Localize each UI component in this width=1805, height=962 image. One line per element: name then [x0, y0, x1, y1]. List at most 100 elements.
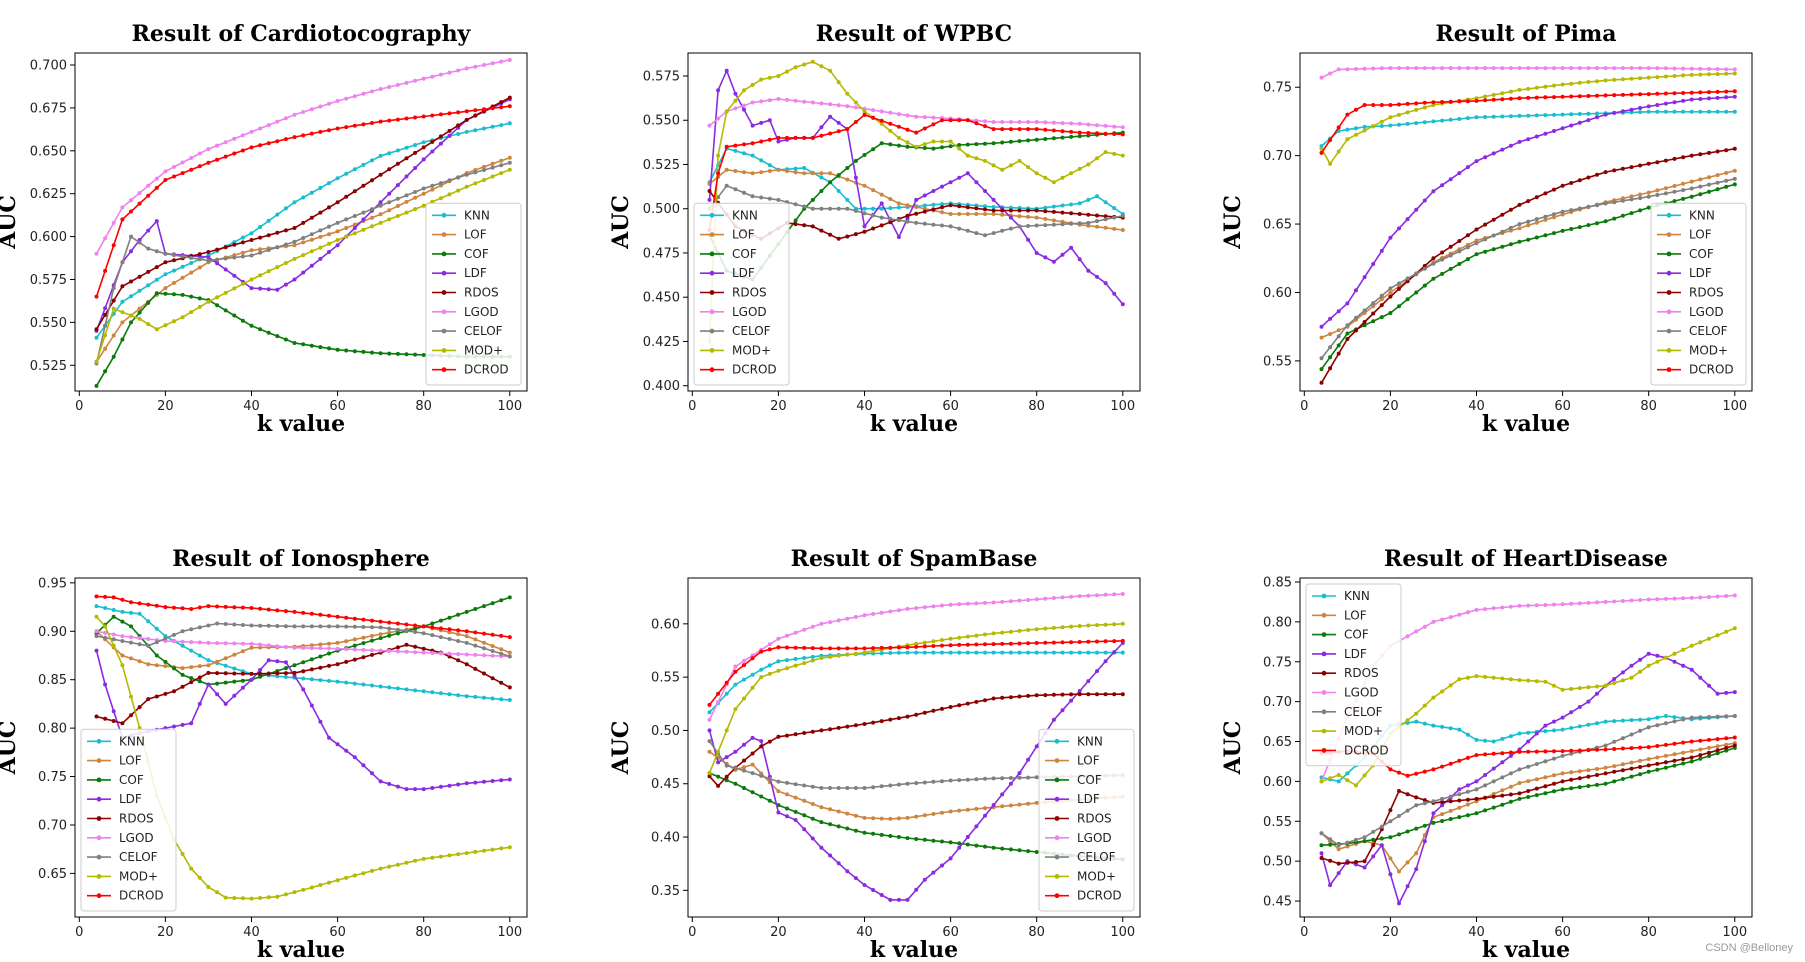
data-point	[1371, 103, 1376, 107]
data-point	[413, 78, 418, 83]
data-point	[948, 636, 953, 641]
data-point	[180, 292, 185, 297]
legend-label: COF	[1344, 628, 1369, 642]
data-point	[1086, 212, 1091, 217]
data-point	[1603, 719, 1608, 724]
data-point	[456, 175, 461, 180]
data-point	[344, 748, 349, 753]
data-point	[1663, 765, 1668, 770]
chart-title: Result of SpamBase	[791, 546, 1038, 572]
data-point	[914, 606, 919, 611]
data-point	[1638, 163, 1643, 168]
data-point	[1638, 745, 1643, 750]
data-point	[275, 287, 280, 292]
data-point	[189, 866, 194, 871]
legend-marker	[1321, 651, 1327, 657]
data-point	[1629, 663, 1634, 668]
data-point	[482, 695, 486, 700]
data-point	[991, 205, 996, 209]
data-point	[819, 728, 824, 733]
series-celof	[94, 621, 512, 659]
data-point	[1491, 114, 1496, 119]
data-point	[1397, 281, 1401, 286]
data-point	[983, 813, 987, 818]
data-point	[1707, 745, 1711, 750]
data-point	[957, 808, 962, 813]
data-point	[776, 74, 781, 78]
data-point	[1707, 182, 1711, 187]
data-point	[1586, 223, 1591, 228]
data-point	[802, 99, 807, 104]
data-point	[456, 693, 461, 698]
data-point	[352, 214, 357, 218]
data-point	[1724, 594, 1729, 598]
data-point	[931, 146, 936, 151]
data-point	[232, 313, 237, 318]
data-point	[1569, 94, 1574, 99]
data-point	[965, 835, 970, 839]
data-point	[1508, 143, 1513, 148]
data-point	[1560, 212, 1565, 217]
data-point	[318, 642, 323, 647]
data-point	[1543, 66, 1548, 71]
data-point	[983, 204, 987, 209]
data-point	[129, 294, 133, 299]
data-point	[1603, 219, 1608, 224]
data-point	[750, 123, 755, 128]
data-point	[767, 642, 772, 647]
data-point	[249, 671, 254, 676]
data-point	[819, 189, 824, 193]
data-point	[335, 662, 340, 667]
data-point	[361, 617, 366, 622]
data-point	[1077, 212, 1082, 216]
data-point	[1689, 72, 1694, 77]
data-point	[1638, 772, 1643, 777]
data-point	[387, 620, 392, 625]
data-point	[974, 142, 979, 147]
data-point	[1491, 675, 1496, 680]
data-point	[1336, 871, 1341, 876]
data-point	[240, 235, 245, 240]
data-point	[785, 780, 789, 785]
data-point	[94, 594, 99, 599]
data-point	[249, 145, 254, 150]
data-point	[1526, 95, 1531, 100]
data-point	[197, 164, 202, 169]
data-point	[1448, 726, 1453, 731]
data-point	[733, 148, 738, 153]
data-point	[111, 719, 116, 723]
data-point	[223, 290, 228, 295]
data-point	[430, 74, 435, 79]
data-point	[940, 643, 944, 648]
data-point	[146, 269, 151, 274]
data-point	[249, 238, 254, 242]
data-point	[1500, 788, 1505, 793]
data-point	[327, 224, 331, 229]
data-point	[1646, 725, 1651, 730]
data-point	[1629, 92, 1634, 97]
data-point	[1465, 802, 1470, 807]
data-point	[1328, 842, 1333, 847]
data-point	[1422, 823, 1427, 828]
data-point	[802, 223, 807, 228]
data-point	[759, 794, 764, 799]
data-point	[1543, 84, 1548, 89]
data-point	[232, 896, 237, 900]
data-point	[1569, 726, 1574, 730]
data-point	[223, 308, 228, 313]
data-point	[438, 784, 443, 789]
data-point	[94, 335, 99, 340]
data-point	[1103, 281, 1108, 286]
data-point	[879, 141, 884, 146]
data-point	[793, 782, 798, 787]
data-point	[983, 119, 987, 124]
data-point	[1638, 717, 1643, 722]
data-point	[1552, 773, 1556, 778]
data-point	[879, 201, 884, 206]
legend-item: RDOS	[700, 286, 767, 300]
data-point	[828, 114, 833, 119]
data-point	[1603, 743, 1608, 748]
data-point	[1017, 771, 1022, 776]
data-point	[1336, 334, 1341, 339]
